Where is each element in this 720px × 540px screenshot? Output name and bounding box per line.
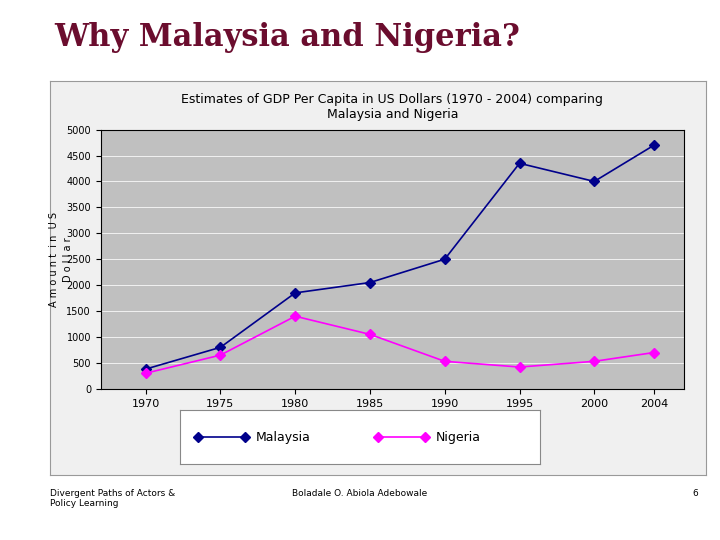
Malaysia [590, 178, 598, 185]
Nigeria [590, 358, 598, 365]
Nigeria [141, 370, 150, 376]
Nigeria [366, 331, 374, 338]
Nigeria [649, 349, 658, 356]
Text: 6: 6 [693, 489, 698, 498]
Nigeria [516, 364, 524, 370]
Nigeria [216, 352, 225, 359]
Text: Divergent Paths of Actors &
Policy Learning: Divergent Paths of Actors & Policy Learn… [50, 489, 176, 508]
X-axis label: Year: Year [379, 417, 405, 430]
Text: Why Malaysia and Nigeria?: Why Malaysia and Nigeria? [54, 22, 520, 53]
Title: Estimates of GDP Per Capita in US Dollars (1970 - 2004) comparing
Malaysia and N: Estimates of GDP Per Capita in US Dollar… [181, 93, 603, 122]
Nigeria [291, 313, 300, 320]
Malaysia [216, 344, 225, 350]
Nigeria [441, 358, 449, 365]
Malaysia [366, 279, 374, 286]
Text: Nigeria: Nigeria [436, 431, 481, 444]
Y-axis label: A m o u n t  i n  U S
D o l l a r: A m o u n t i n U S D o l l a r [49, 212, 73, 307]
Text: Malaysia: Malaysia [256, 431, 310, 444]
Malaysia [649, 142, 658, 149]
Line: Malaysia: Malaysia [142, 141, 657, 373]
Malaysia [516, 160, 524, 166]
Malaysia [441, 256, 449, 262]
Malaysia [141, 366, 150, 373]
Malaysia [291, 289, 300, 296]
Line: Nigeria: Nigeria [142, 313, 657, 377]
Text: Boladale O. Abiola Adebowale: Boladale O. Abiola Adebowale [292, 489, 428, 498]
